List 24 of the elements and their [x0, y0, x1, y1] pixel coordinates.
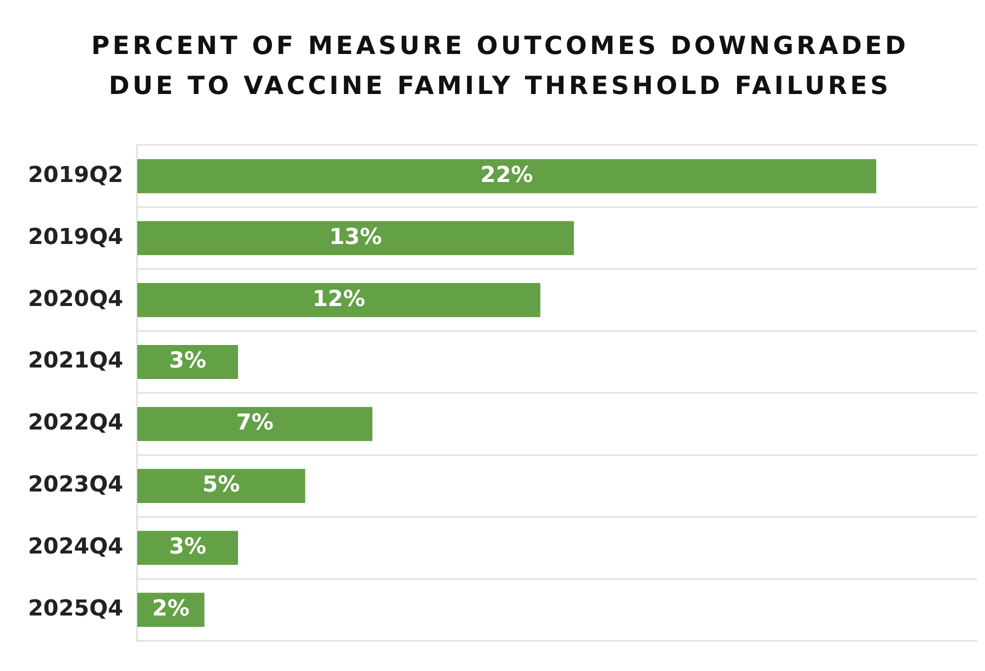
bar	[137, 406, 372, 442]
chart-title: PERCENT OF MEASURE OUTCOMES DOWNGRADED DUE TO VACCINE FAMILY THRESHOLD FAILURES	[90, 30, 910, 102]
data-label: 13%	[329, 224, 382, 250]
y-tick-label: 2019Q2	[28, 162, 124, 188]
data-label: 3%	[168, 534, 206, 560]
bar	[137, 159, 876, 194]
data-label: 22%	[480, 162, 534, 188]
y-tick-label: 2021Q4	[28, 348, 124, 374]
y-tick-label: 2022Q4	[28, 410, 124, 436]
y-tick-label: 2020Q4	[28, 286, 124, 312]
y-tick-label: 2025Q4	[28, 596, 124, 622]
data-label: 5%	[202, 472, 240, 498]
bar	[137, 283, 540, 318]
bar	[137, 530, 238, 565]
data-label: 2%	[152, 596, 190, 622]
data-label: 3%	[168, 348, 206, 374]
bar	[137, 468, 306, 503]
bar	[137, 344, 238, 380]
data-label: 12%	[312, 286, 366, 312]
data-label: 7%	[236, 410, 274, 436]
y-tick-label: 2023Q4	[28, 472, 124, 498]
y-tick-label: 2024Q4	[28, 534, 124, 560]
bar	[137, 221, 574, 256]
y-tick-label: 2019Q4	[28, 224, 124, 250]
